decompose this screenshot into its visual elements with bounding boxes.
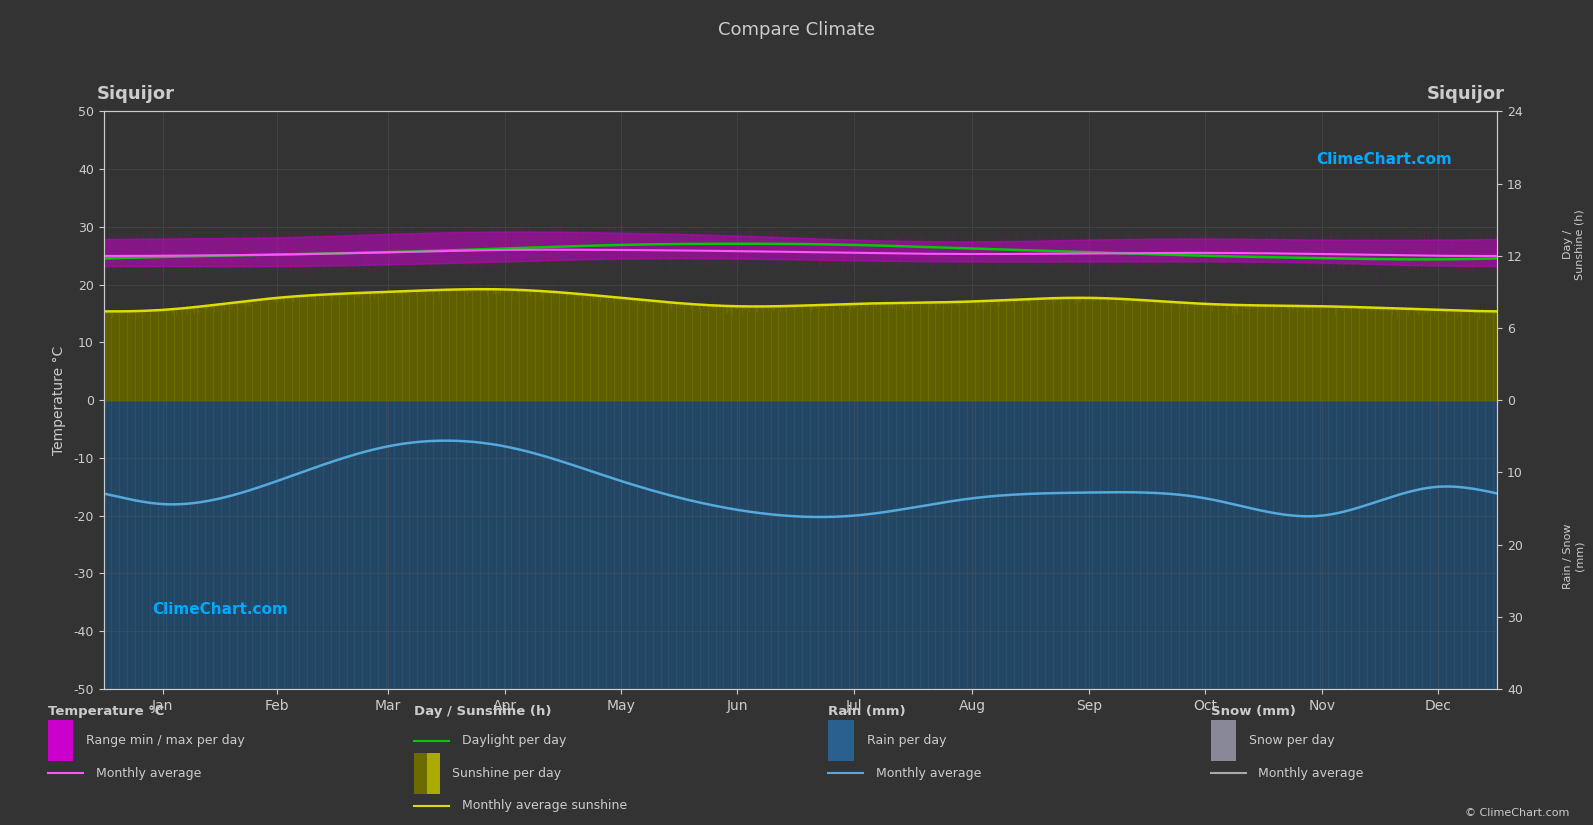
Bar bbox=[414, 753, 427, 794]
Text: Day / Sunshine (h): Day / Sunshine (h) bbox=[414, 705, 551, 719]
Text: Sunshine per day: Sunshine per day bbox=[452, 766, 562, 780]
Text: Monthly average: Monthly average bbox=[1258, 766, 1364, 780]
Text: Siquijor: Siquijor bbox=[97, 85, 175, 103]
Bar bbox=[1211, 720, 1236, 761]
Text: Snow per day: Snow per day bbox=[1249, 734, 1335, 747]
Text: © ClimeChart.com: © ClimeChart.com bbox=[1464, 808, 1569, 818]
Text: Temperature °C: Temperature °C bbox=[48, 705, 164, 719]
Text: Rain per day: Rain per day bbox=[867, 734, 946, 747]
Text: ClimeChart.com: ClimeChart.com bbox=[153, 602, 288, 617]
Text: ClimeChart.com: ClimeChart.com bbox=[1316, 152, 1451, 167]
Bar bbox=[48, 720, 73, 761]
Text: Monthly average: Monthly average bbox=[96, 766, 201, 780]
Text: Monthly average sunshine: Monthly average sunshine bbox=[462, 799, 628, 813]
Bar bbox=[427, 753, 440, 794]
Bar bbox=[828, 720, 854, 761]
Text: Daylight per day: Daylight per day bbox=[462, 734, 567, 747]
Text: Siquijor: Siquijor bbox=[1426, 85, 1504, 103]
Text: Compare Climate: Compare Climate bbox=[718, 21, 875, 39]
Text: Day /
Sunshine (h): Day / Sunshine (h) bbox=[1563, 209, 1585, 280]
Text: Range min / max per day: Range min / max per day bbox=[86, 734, 245, 747]
Text: Monthly average: Monthly average bbox=[876, 766, 981, 780]
Y-axis label: Temperature °C: Temperature °C bbox=[53, 346, 67, 455]
Text: Rain (mm): Rain (mm) bbox=[828, 705, 906, 719]
Text: Rain / Snow
(mm): Rain / Snow (mm) bbox=[1563, 523, 1585, 589]
Text: Snow (mm): Snow (mm) bbox=[1211, 705, 1295, 719]
